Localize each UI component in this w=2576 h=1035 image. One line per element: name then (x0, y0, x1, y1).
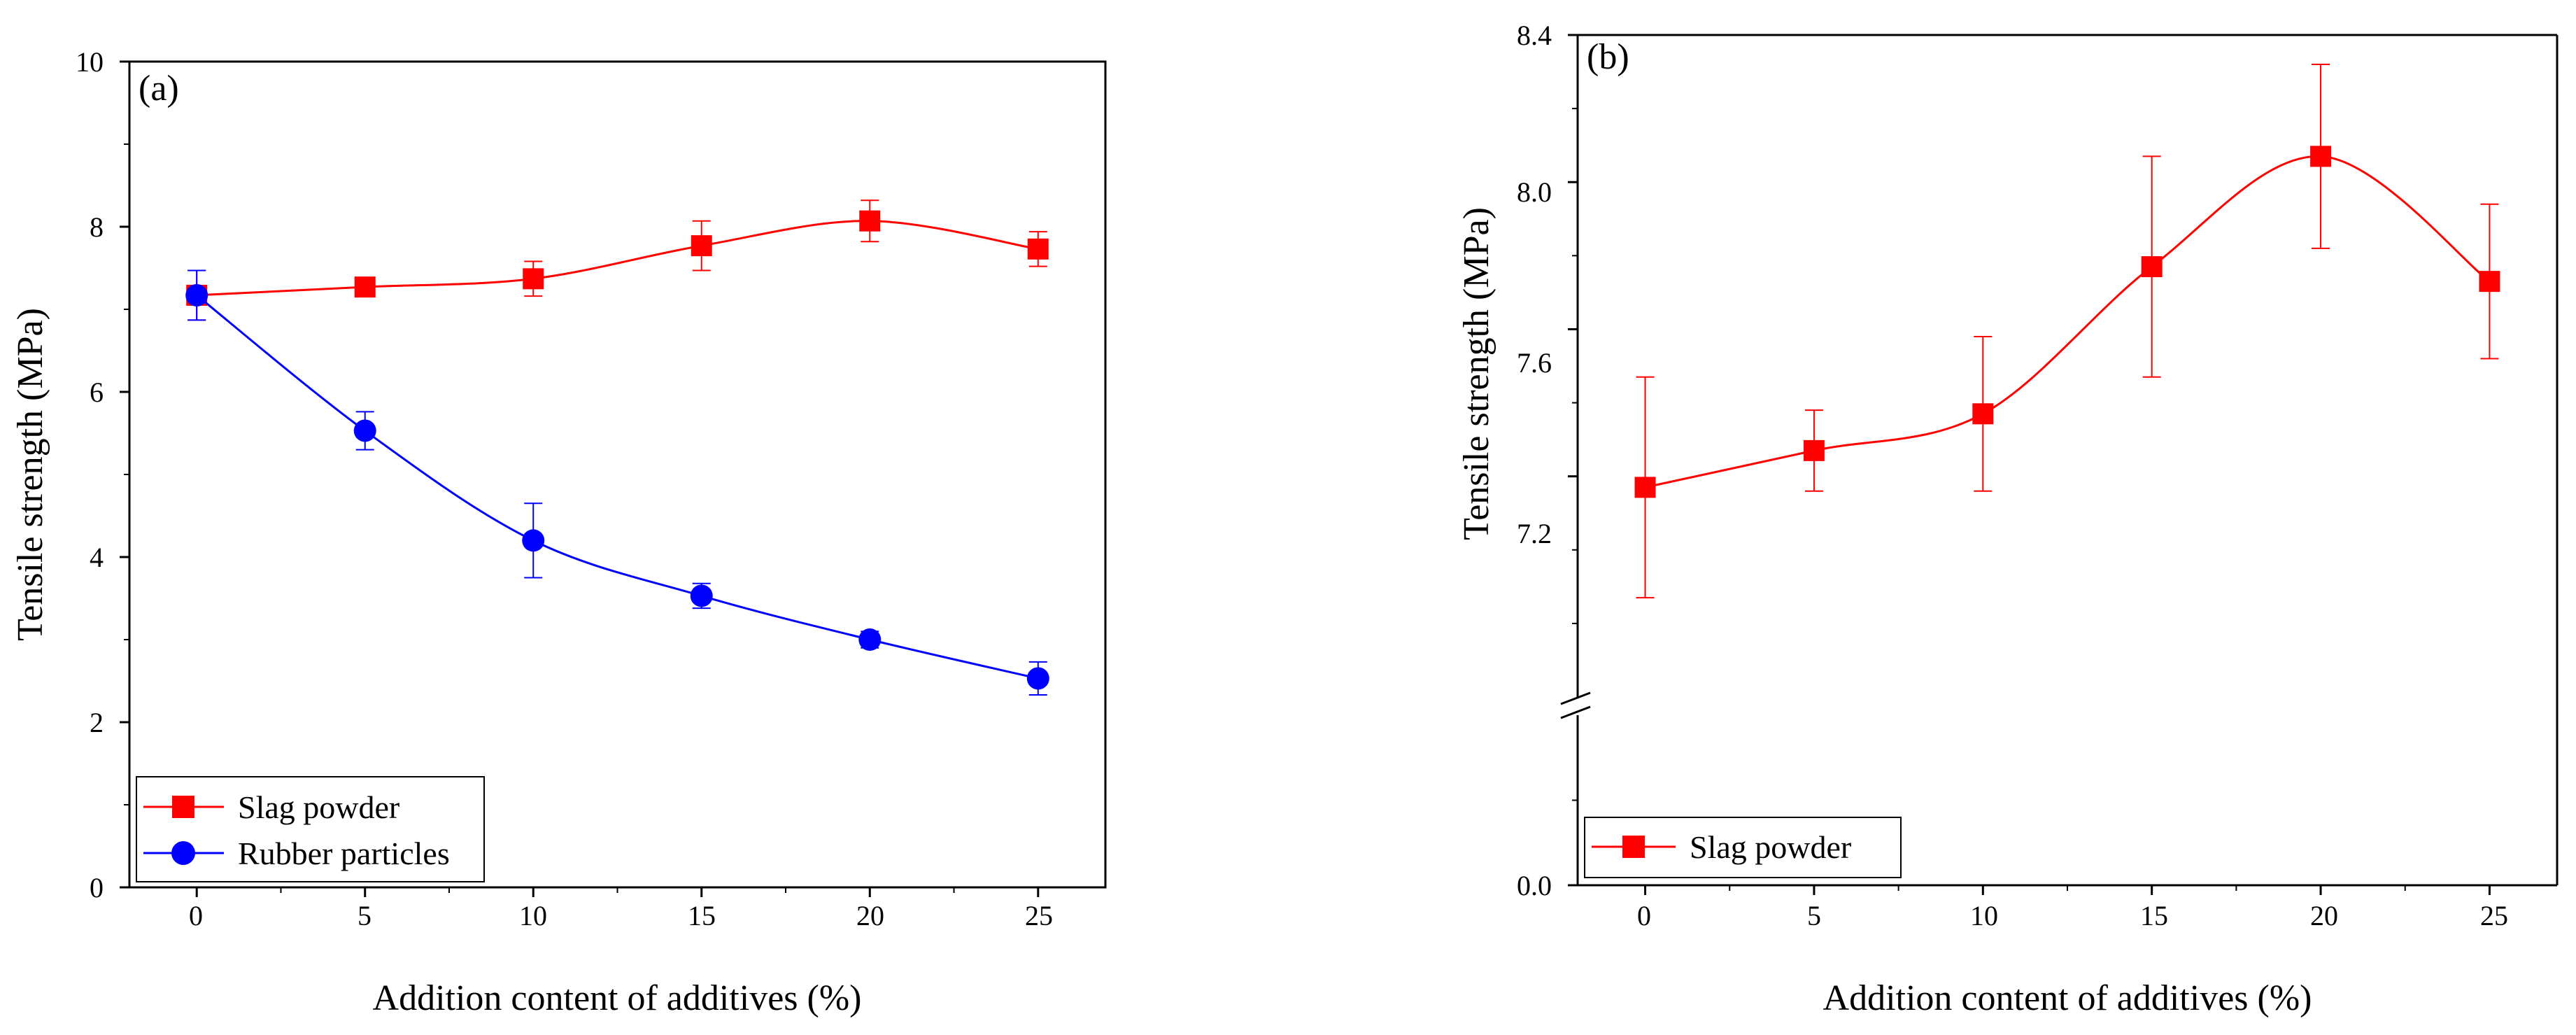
b-marker-square (1803, 439, 1825, 461)
a-x-axis-title: Addition content of additives (%) (373, 978, 862, 1018)
b-marker-square (1634, 477, 1656, 498)
b-x-tick-label: 20 (2310, 900, 2338, 931)
b-marker-square (2310, 146, 2332, 167)
plot-frame-a (128, 60, 1107, 889)
b-x-axis-title: Addition content of additives (%) (1823, 978, 2312, 1018)
b-series (1634, 64, 2500, 599)
b-legend-label-slag: Slag powder (1690, 829, 1851, 865)
b-y-tick-label: 8.0 (1517, 176, 1552, 208)
b-x-tick-label: 10 (1970, 900, 1998, 931)
panel-a: 0 5 10 15 20 25 0 2 4 6 8 10 Addition co… (10, 46, 1107, 1018)
a-legend-marker-square (172, 796, 194, 818)
a-legend-label-slag: Slag powder (238, 789, 399, 825)
b-axis-break-mark (1560, 705, 1591, 719)
a-y-tick-label: 6 (90, 376, 104, 408)
panel-b: 0 5 10 15 20 25 0.0 7.2 7.6 8.0 8.4 Addi… (1457, 20, 2559, 1018)
a-series-line (196, 294, 1039, 680)
a-x-tick-label: 5 (358, 900, 371, 931)
b-y-tick-label: 7.2 (1517, 518, 1552, 549)
plot-frame-b (1560, 34, 2559, 887)
a-legend-box (136, 776, 485, 882)
a-marker-square (354, 276, 376, 298)
a-y-axis-title: Tensile strength (MPa) (10, 308, 50, 641)
a-series-line (197, 220, 1039, 297)
b-axis-break-mark (1560, 691, 1591, 705)
a-y-tick-label: 10 (76, 46, 104, 78)
a-marker-circle (353, 419, 376, 442)
a-y-tick-label: 0 (90, 872, 104, 903)
b-legend-marker-square (1622, 836, 1645, 858)
b-marker-square (2141, 256, 2163, 278)
a-marker-circle (522, 529, 545, 552)
b-x-tick-label: 15 (2140, 900, 2168, 931)
b-panel-label: (b) (1587, 37, 1629, 77)
a-series (185, 199, 1049, 696)
b-x-tick-label: 5 (1807, 900, 1821, 931)
b-y-tick-label: 8.4 (1517, 20, 1552, 51)
a-x-tick-label: 20 (856, 900, 884, 931)
a-marker-square (1027, 238, 1049, 260)
a-legend: Slag powder Rubber particles (136, 776, 485, 882)
b-marker-square (1972, 403, 1994, 425)
a-marker-square (859, 210, 881, 232)
a-x-tick-label: 25 (1025, 900, 1053, 931)
a-panel-label: (a) (139, 69, 179, 108)
b-legend: Slag powder (1584, 817, 1902, 878)
a-marker-square (691, 235, 712, 257)
b-y-axis-title: Tensile strength (MPa) (1457, 207, 1496, 540)
b-x-tick-label: 0 (1637, 900, 1651, 931)
a-legend-marker-circle (171, 841, 195, 865)
a-x-tick-label: 10 (519, 900, 547, 931)
a-marker-square (523, 268, 544, 290)
a-x-tick-label: 15 (688, 900, 716, 931)
a-marker-circle (858, 628, 882, 651)
a-y-tick-label: 2 (90, 707, 104, 738)
b-series-line (1645, 155, 2491, 488)
a-y-tick-label: 8 (90, 211, 104, 243)
a-ticks (120, 60, 1040, 897)
b-ticks (1568, 34, 2491, 895)
a-x-tick-label: 0 (189, 900, 203, 931)
b-y-tick-label: 0.0 (1517, 870, 1552, 901)
a-marker-circle (1026, 667, 1049, 690)
b-x-tick-label: 25 (2480, 900, 2508, 931)
a-marker-circle (690, 584, 713, 607)
a-y-tick-label: 4 (90, 542, 104, 573)
a-marker-circle (185, 283, 208, 307)
b-marker-square (2479, 271, 2500, 293)
a-legend-label-rubber: Rubber particles (238, 836, 450, 871)
b-y-tick-label: 7.6 (1517, 347, 1552, 379)
